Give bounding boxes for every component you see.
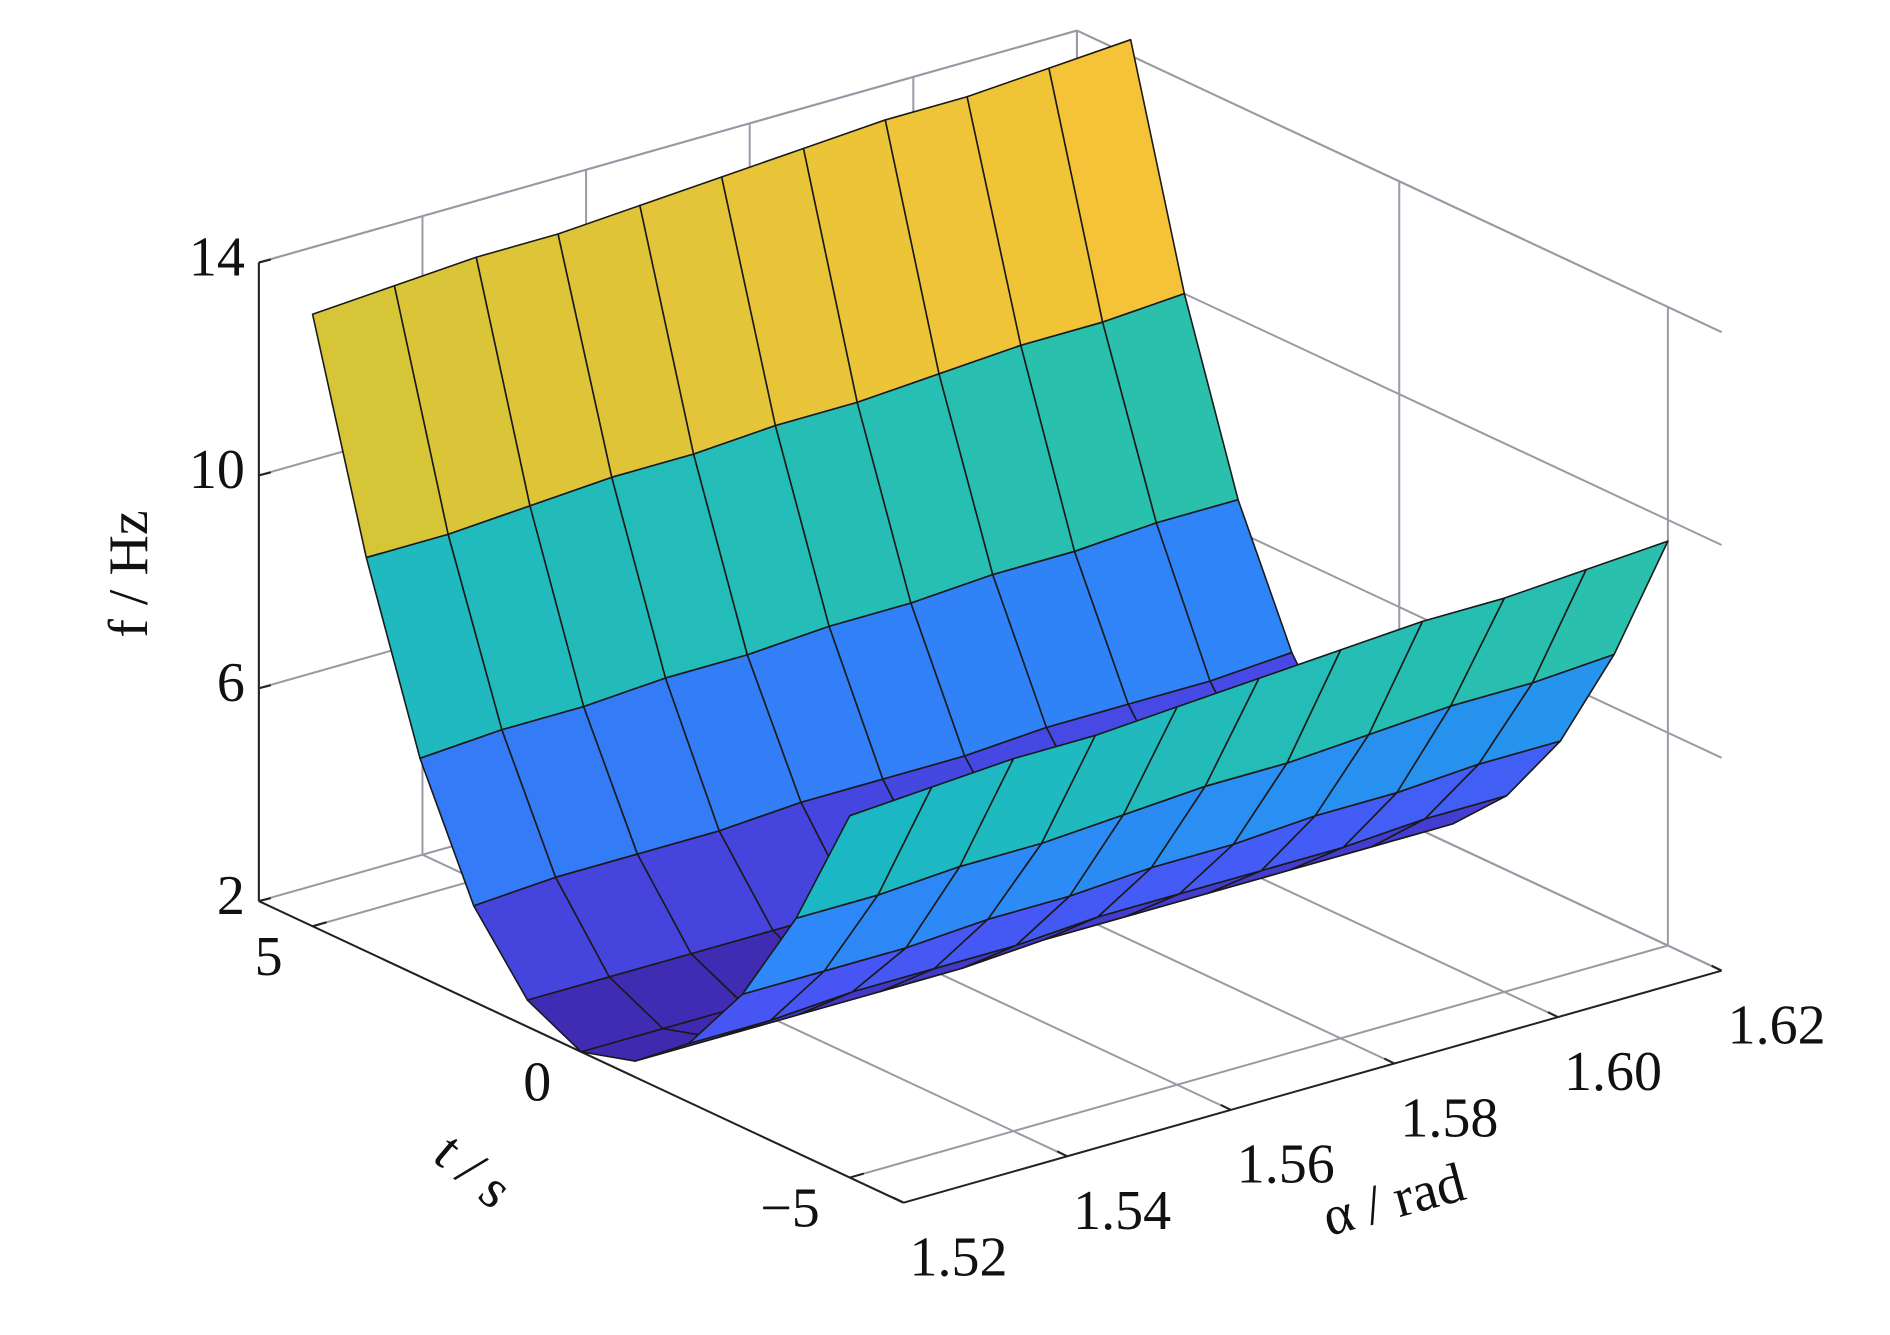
- z-axis-label: f / Hz: [98, 510, 160, 638]
- x-tick: [1383, 1057, 1395, 1065]
- z-tick-label: 2: [217, 865, 245, 927]
- z-tick-label: 10: [189, 439, 245, 501]
- y-tick: [312, 921, 327, 928]
- z-tick: [258, 471, 272, 477]
- z-tick-label: 6: [217, 652, 245, 714]
- x-axis: [903, 969, 1722, 1204]
- grid-line: [258, 29, 1078, 264]
- grid-line: [849, 944, 1669, 1179]
- x-tick-label: 1.58: [1400, 1087, 1498, 1149]
- x-tick-label: 1.62: [1728, 995, 1826, 1057]
- x-tick-label: 1.52: [910, 1227, 1008, 1289]
- surface-patch: [795, 786, 933, 920]
- y-tick-label: 5: [255, 926, 283, 988]
- x-tick: [1056, 1150, 1068, 1158]
- x-axis-label: α / rad: [1316, 1151, 1472, 1248]
- z-tick: [258, 897, 272, 903]
- z-tick: [258, 684, 272, 690]
- y-tick-label: −5: [760, 1177, 820, 1239]
- x-tick: [1220, 1103, 1232, 1111]
- x-tick-label: 1.54: [1073, 1180, 1171, 1242]
- y-tick-label: 0: [523, 1052, 551, 1114]
- x-tick: [1711, 964, 1723, 972]
- x-tick: [1547, 1011, 1559, 1018]
- y-axis-label: t / s: [422, 1121, 524, 1221]
- x-tick-label: 1.56: [1237, 1134, 1335, 1196]
- z-tick-label: 14: [189, 226, 245, 288]
- x-tick: [893, 1196, 904, 1204]
- y-tick: [849, 1172, 865, 1179]
- x-tick-label: 1.60: [1564, 1041, 1662, 1103]
- z-tick: [258, 258, 272, 264]
